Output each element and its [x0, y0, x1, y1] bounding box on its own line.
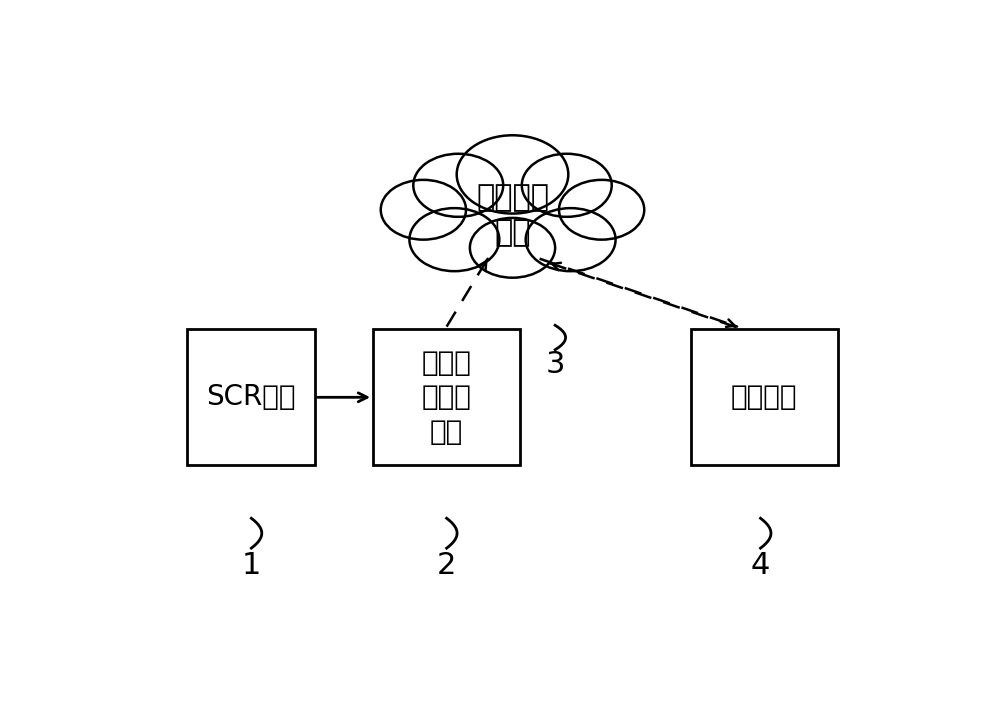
Text: 云端服务
模块: 云端服务 模块 [476, 183, 549, 248]
Bar [187, 329, 315, 465]
Circle shape [559, 180, 644, 239]
Circle shape [526, 208, 616, 271]
Text: SCR系统: SCR系统 [206, 383, 296, 412]
Circle shape [409, 208, 499, 271]
Text: 3: 3 [545, 350, 565, 379]
Text: 数据采
集传输
模块: 数据采 集传输 模块 [422, 349, 472, 446]
Text: 1: 1 [242, 551, 261, 580]
Bar [373, 329, 520, 465]
Text: 终端模块: 终端模块 [731, 383, 798, 412]
Circle shape [381, 180, 466, 239]
Circle shape [470, 218, 555, 277]
Bar [691, 329, 838, 465]
Circle shape [457, 136, 568, 213]
Text: 2: 2 [437, 551, 456, 580]
Circle shape [413, 154, 503, 217]
Circle shape [522, 154, 612, 217]
Text: 4: 4 [751, 551, 770, 580]
